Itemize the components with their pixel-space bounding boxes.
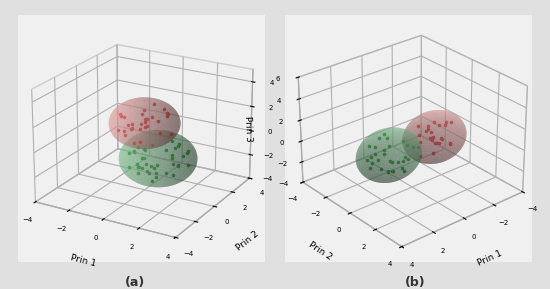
Text: (a): (a)	[125, 276, 145, 289]
X-axis label: Prin 1: Prin 1	[476, 249, 503, 268]
Y-axis label: Prin 2: Prin 2	[235, 229, 261, 252]
Y-axis label: Prin 2: Prin 2	[307, 240, 334, 262]
Text: (b): (b)	[405, 276, 426, 289]
X-axis label: Prin 1: Prin 1	[69, 253, 97, 268]
